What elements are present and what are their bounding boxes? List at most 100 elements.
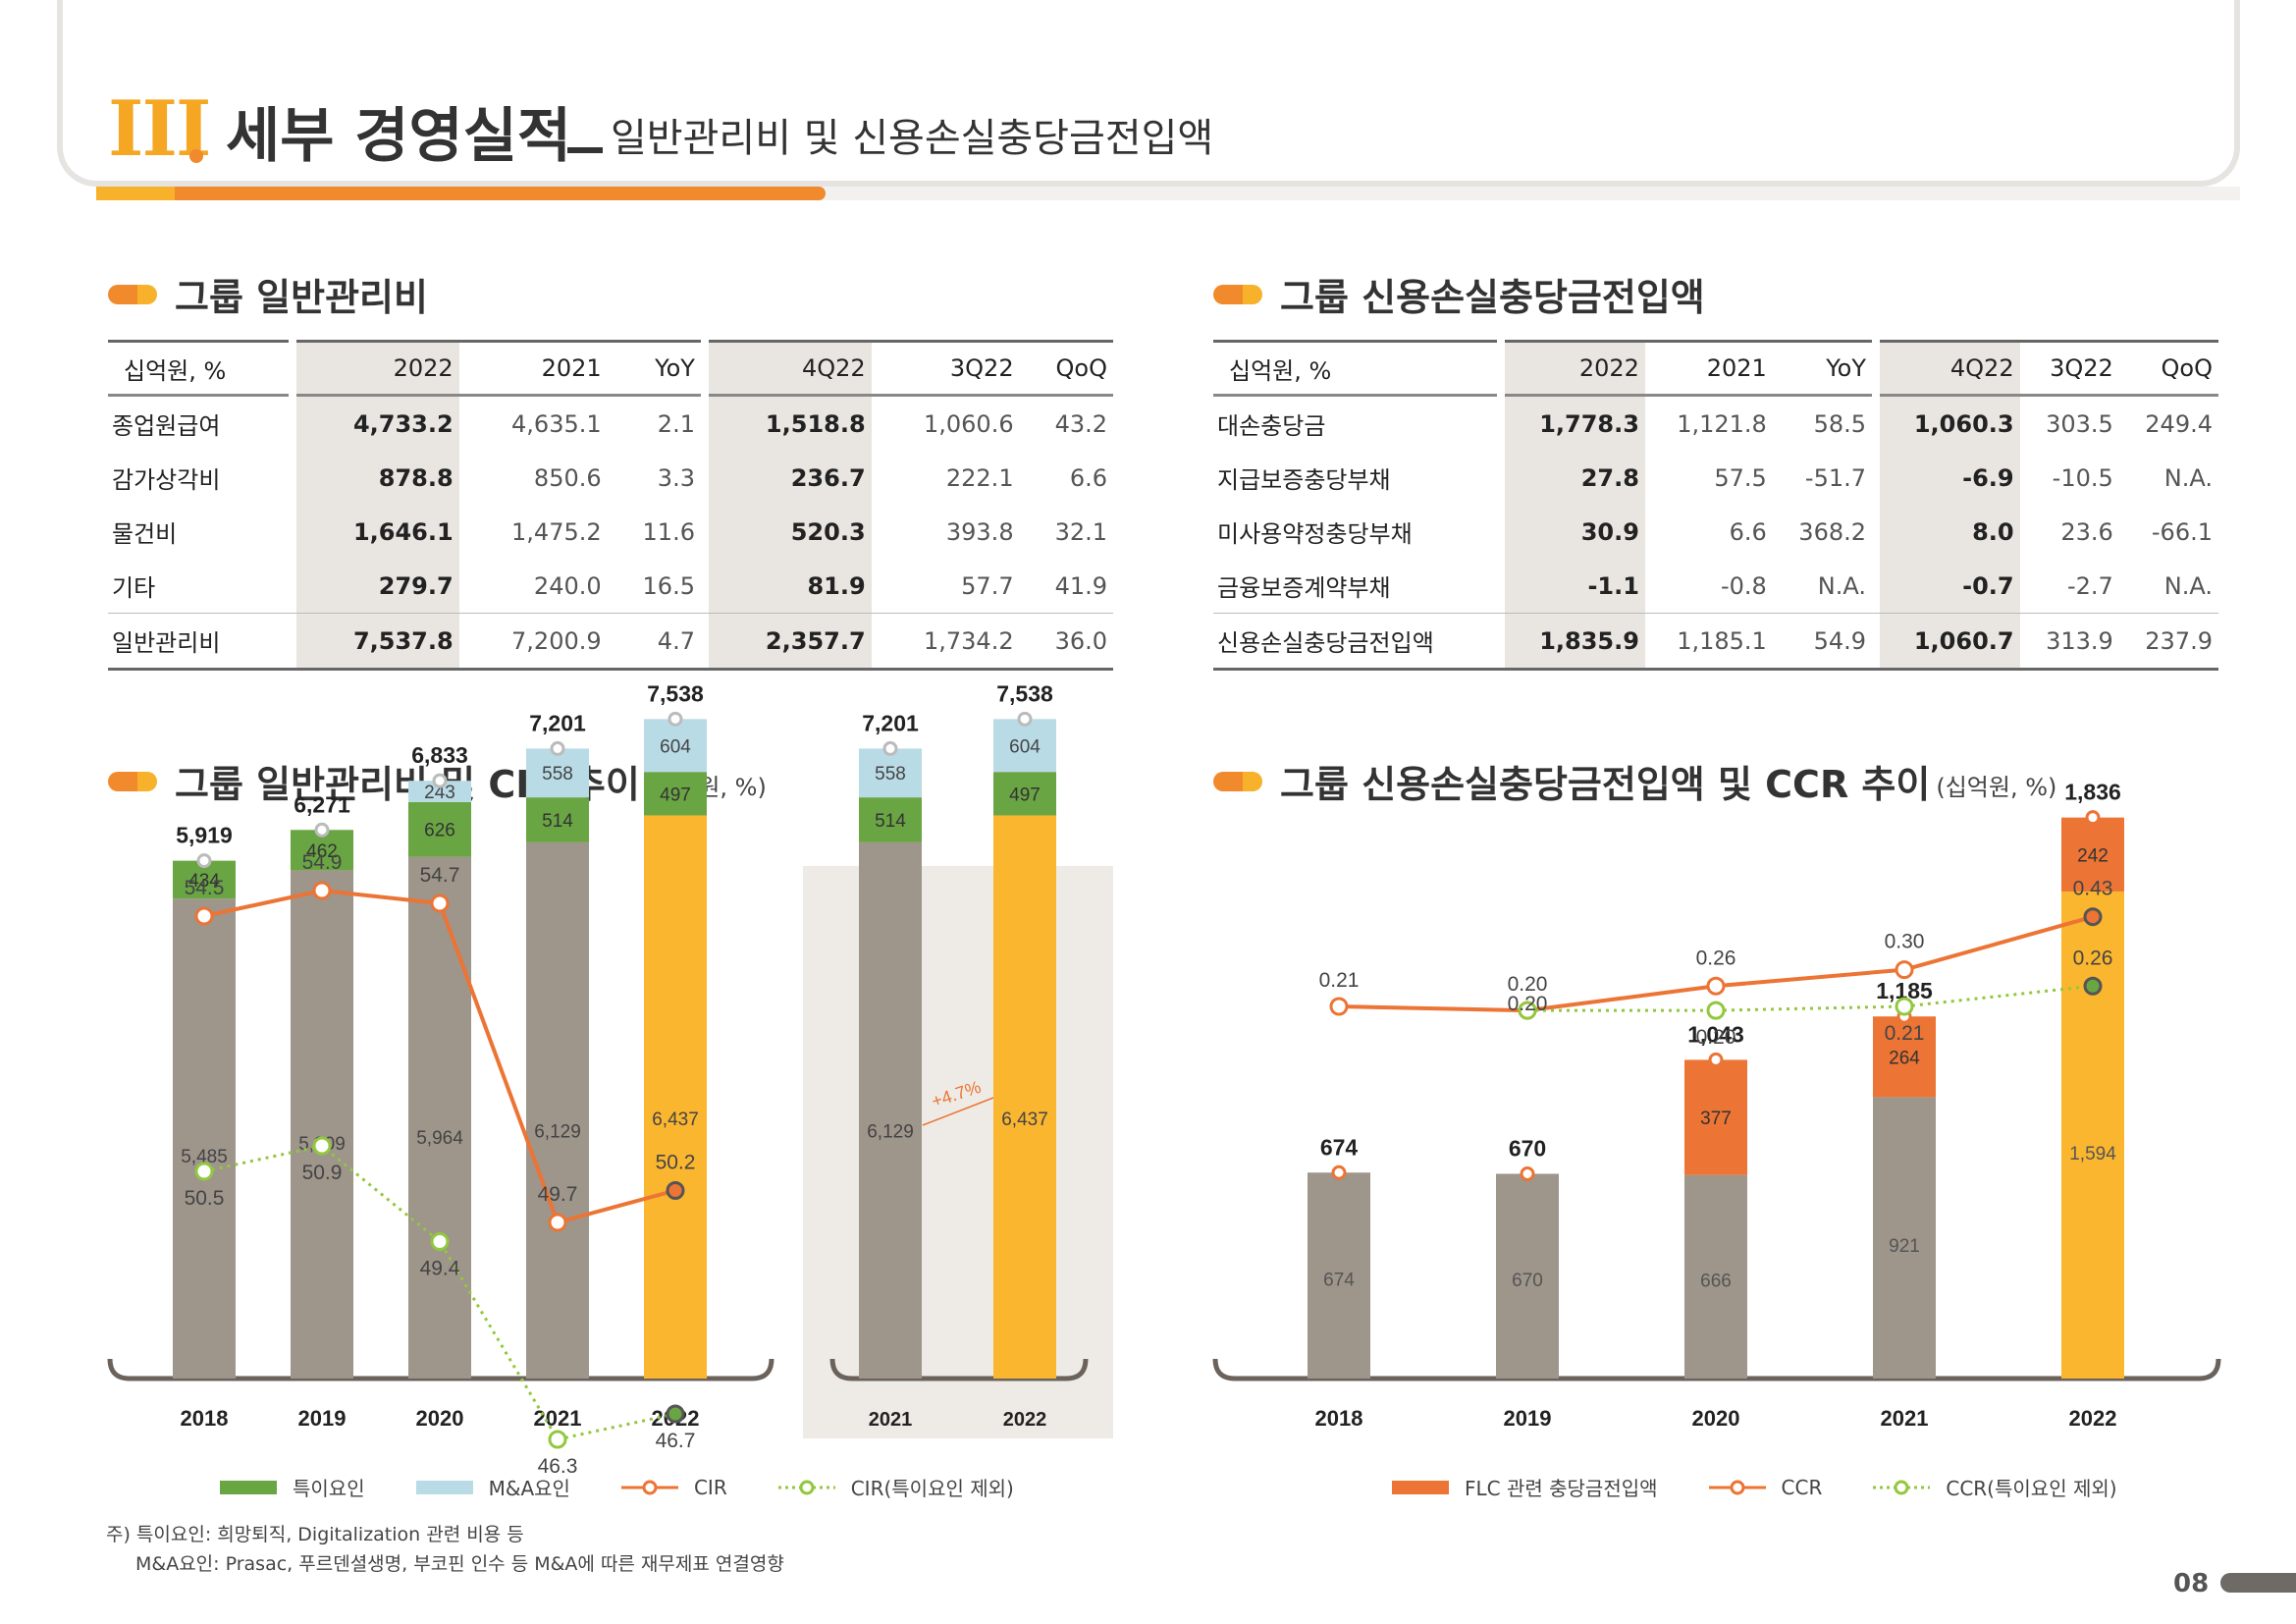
table-cell: 41.9 [1054,571,1107,600]
bar-segment [644,772,707,816]
series-point [312,1136,332,1156]
credit-table: 십억원, % 2022 2021 YoY 4Q22 3Q22 QoQ 대손충당금 1,778.3… [1213,340,2218,671]
table-cell: 8.0 [1880,505,2020,559]
opex-header-1: 2022 [296,340,459,397]
bar-top-marker [314,822,330,838]
table-cell: 4,635.1 [511,409,602,438]
legend-item-cir-ex: CIR(특이요인 제외) [777,1473,1014,1501]
bar-segment [408,801,471,857]
bar-segment [859,748,922,798]
bar-value-label: 1,594 [2069,1144,2116,1164]
opex-table: 십억원, % 2022 2021 YoY 4Q22 3Q22 QoQ 종업원급여 4,733.2… [108,340,1113,671]
bar-value-label: 921 [1889,1236,1920,1257]
bar-top-marker [196,853,212,869]
bar-total-label: 6,833 [411,742,468,768]
table-row: 금융보증계약부채 -1.1 -0.8 N.A. -0.7 -2.7 N.A. [1213,559,2218,614]
legend-item-ma: M&A요인 [415,1473,570,1501]
column-gap [1497,613,1506,671]
series-point [194,906,214,926]
credit-header-1: 2022 [1505,340,1645,397]
table-cell: 16.5 [642,571,695,600]
section-number-dot [189,149,203,163]
legend-item-ccr: CCR [1708,1475,1823,1499]
bar-value-label: 6,437 [652,1110,699,1130]
series-value-label: 50.2 [656,1152,696,1174]
credit-chart-heading: 그룹 신용손실충당금전입액 및 CCR 추이 (십억원, %) [1213,754,2056,808]
table-cell: 23.6 [2060,517,2113,546]
series-point [666,1404,685,1424]
legend-label: CCR(특이요인 제외) [1946,1477,2117,1500]
bar-segment [526,748,589,798]
bar-value-label: 514 [542,811,573,832]
bar-value-label: 5,964 [416,1128,463,1149]
legend-item-flc: FLC 관련 충당금전입액 [1392,1473,1658,1501]
series-point [430,893,450,913]
credit-chart-unit: (십억원, %) [1936,774,2057,801]
legend-label: CCR [1781,1475,1823,1499]
table-cell: 32.1 [1054,517,1107,546]
credit-legend: FLC 관련 충당금전입액 CCR CCR(특이요인 제외) [1392,1473,2168,1501]
bullet-pill-icon [1213,284,1262,304]
bar-segment [526,797,589,842]
table-cell: 54.9 [1772,613,1873,671]
bar-value-label: 604 [660,736,691,757]
bullet-pill-icon [108,284,157,304]
footnote-2: M&A요인: Prasac, 푸르덴셜생명, 부코핀 인수 등 M&A에 따른 … [135,1553,784,1575]
opex-header-4: 4Q22 [708,340,872,397]
row-label: 일반관리비 [108,613,290,671]
series-point [194,1162,214,1181]
table-cell: 57.7 [961,571,1014,600]
column-gap [1872,451,1881,505]
table-cell: 7,537.8 [296,613,459,671]
bar-value-label: 5,485 [181,1147,228,1167]
column-gap [1497,559,1506,614]
comparison-panel-bg [803,866,1113,1438]
table-cell: 11.6 [642,517,695,546]
x-tick-label: 2018 [1315,1406,1363,1431]
legend-swatch-orange [1392,1480,1449,1494]
table-cell: 222.1 [945,463,1014,492]
bar-segment [859,841,922,1379]
table-row: 신용손실충당금전입액 1,835.9 1,185.1 54.9 1,060.7 313.9… [1213,613,2218,671]
opex-table-heading: 그룹 일반관리비 [108,267,428,321]
bar-segment [1873,1016,1936,1098]
bar-value-label: 264 [1889,1048,1920,1068]
bar-total-label: 6,271 [294,791,350,817]
x-tick-label: 2022 [1003,1409,1047,1431]
series-point [1706,976,1726,996]
bar-top-marker [667,711,683,727]
dotted-line-marker-icon [777,1480,835,1494]
column-gap [700,559,709,614]
bar-value-label: 674 [1323,1271,1355,1291]
series-point [2083,976,2103,996]
column-gap [1497,451,1506,505]
x-tick-label: 2019 [298,1406,347,1431]
bar-value-label: 462 [306,841,338,862]
bar-value-label: 514 [875,811,906,832]
table-row: 지급보증충당부채 27.8 57.5 -51.7 -6.9 -10.5 N.A. [1213,451,2218,505]
bar-value-label: 243 [424,783,455,803]
legend-label: M&A요인 [488,1477,570,1500]
bar-segment [291,870,353,1379]
title-separator [567,147,603,153]
bar-segment [644,815,707,1379]
bar-total-label: 1,836 [2064,780,2121,805]
bar-value-label: 666 [1700,1272,1732,1292]
table-cell: 58.5 [1813,409,1867,438]
series-point [430,1232,450,1251]
row-label: 신용손실충당금전입액 [1213,613,1498,671]
table-cell: 878.8 [296,451,459,505]
bar-value-label: 558 [542,764,573,785]
bar-total-label: 7,538 [996,680,1053,706]
bar-total-label: 7,201 [529,710,586,735]
x-tick-label: 2022 [2069,1406,2117,1431]
table-row: 대손충당금 1,778.3 1,121.8 58.5 1,060.3 303.5 249.4 [1213,395,2218,451]
header-frame [57,0,2240,187]
table-cell: 1,185.1 [1644,613,1773,671]
column-gap [289,505,297,559]
table-cell: 6.6 [1729,517,1767,546]
table-cell: -51.7 [1804,463,1867,492]
row-label: 물건비 [112,520,178,548]
series-point [548,1430,567,1449]
